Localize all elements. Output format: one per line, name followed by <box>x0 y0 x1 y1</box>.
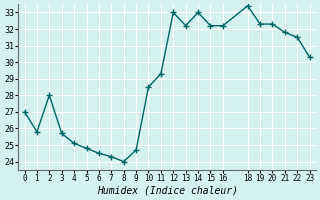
X-axis label: Humidex (Indice chaleur): Humidex (Indice chaleur) <box>97 186 237 196</box>
